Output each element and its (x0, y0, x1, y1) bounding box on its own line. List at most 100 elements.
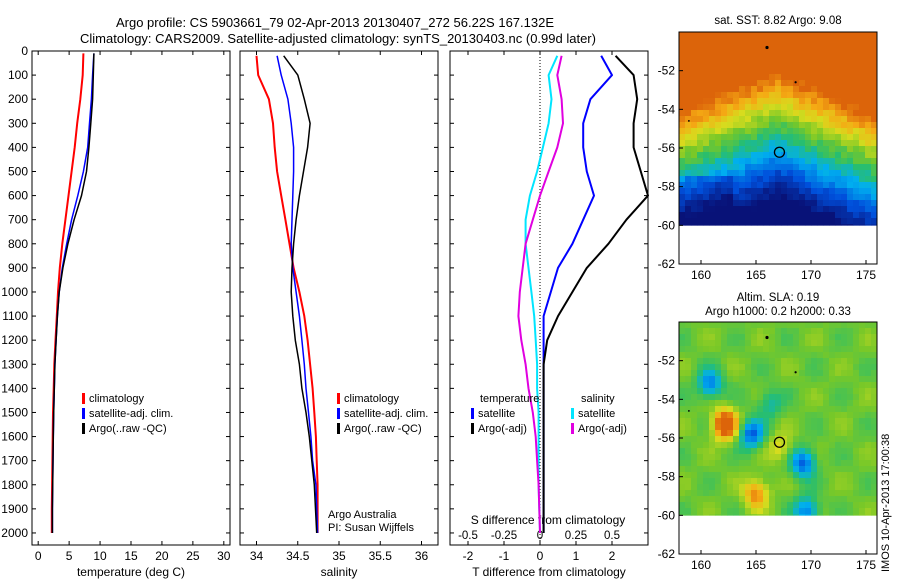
plot-frame (239, 50, 439, 546)
y-tick-label: 700 (8, 213, 28, 227)
legend-swatch (82, 393, 85, 404)
x2-tick-label: -0.25 (491, 530, 517, 542)
island-marker (794, 81, 797, 84)
x2-tick-label: 0.25 (565, 530, 587, 542)
x-tick-label: 35.5 (369, 549, 393, 563)
float-position-marker (773, 146, 786, 158)
y-tick-label: 1200 (1, 333, 28, 347)
y-tick-label: -58 (658, 470, 676, 484)
map-title-line-1: sat. SST: 8.82 Argo: 9.08 (714, 15, 841, 27)
x-tick-label: 1 (573, 549, 580, 563)
x-tick-label: 0 (537, 549, 544, 563)
map-field (679, 32, 878, 226)
y-tick-label: -62 (658, 547, 676, 561)
legend-label: Argo(-adj) (578, 423, 627, 435)
series-line-climatology (255, 55, 319, 533)
legend-label: satellite (478, 408, 515, 420)
float-position-marker (773, 436, 786, 448)
sst-map-panel: 160 165 170 175 -52 -54 -56 -58 -60 -62 sat. SST: … (658, 15, 878, 282)
legend-swatch (571, 423, 574, 434)
island-marker (688, 120, 690, 122)
legend-label: Argo(-adj) (478, 423, 527, 435)
y-tick-label: -54 (658, 392, 676, 406)
y-tick-label: 1400 (1, 381, 28, 395)
x-tick-label: 20 (155, 549, 169, 563)
difference-profile-panel: -2 -1 0 1 2 T difference from climatology -0.5… (449, 50, 649, 579)
legend-label: satellite (578, 408, 615, 420)
legend-swatch (471, 408, 474, 419)
island-marker (794, 371, 797, 374)
legend-swatch (337, 393, 340, 404)
plot-frame (449, 50, 649, 546)
y-tick-label: 0 (21, 44, 28, 58)
x-tick-label: 165 (746, 558, 766, 572)
legend-title-salinity: salinity (581, 393, 615, 405)
series-line-salinity-argo-adj- (517, 55, 564, 534)
imos-side-label: IMOS 10-Apr-2013 17:00:38 (880, 434, 892, 572)
series-line-temperature-argo-adj- (542, 55, 649, 533)
credit-line1: Argo Australia (328, 509, 397, 521)
y-tick-label: 2000 (1, 526, 28, 540)
figure-title-line2: Climatology: CARS2009. Satellite-adjuste… (80, 31, 596, 46)
y-tick-label: -62 (658, 257, 676, 271)
island-marker (688, 410, 690, 412)
map-field (679, 322, 878, 516)
x-tick-label: 0 (35, 549, 42, 563)
x-tick-label: 165 (746, 268, 766, 282)
y-tick-label: -52 (658, 354, 676, 368)
y-tick-label: 1500 (1, 405, 28, 419)
x-axis-label: temperature (deg C) (77, 565, 185, 579)
x-tick-label: 175 (856, 268, 876, 282)
y-tick-label: 100 (8, 68, 28, 82)
legend-swatch (82, 423, 85, 434)
y-tick-label: 300 (8, 116, 28, 130)
legend-swatch (337, 408, 340, 419)
y-tick-label: -56 (658, 431, 676, 445)
legend-label: Argo(..raw -QC) (89, 423, 167, 435)
legend-title-temperature: temperature (480, 393, 539, 405)
x-tick-label: 10 (93, 549, 107, 563)
island-marker (765, 45, 769, 50)
y-tick-label: 1600 (1, 430, 28, 444)
x-tick-label: 30 (217, 549, 231, 563)
y-tick-label: 200 (8, 92, 28, 106)
legend-label: climatology (89, 393, 145, 405)
series-line-argo-raw-qc- (283, 55, 318, 534)
legend-label: Argo(..raw -QC) (344, 423, 422, 435)
x2-tick-label: 0.5 (604, 530, 620, 542)
y-tick-label: -56 (658, 141, 676, 155)
y-tick-label: 1300 (1, 357, 28, 371)
y-tick-label: 1000 (1, 285, 28, 299)
figure-title-line1: Argo profile: CS 5903661_79 02-Apr-2013 … (116, 15, 554, 30)
x-tick-label: -2 (463, 549, 474, 563)
series-line-argo-raw-qc- (51, 53, 95, 533)
y-tick-label: -60 (658, 508, 676, 522)
x-axis-label: T difference from climatology (472, 565, 626, 579)
y-tick-label: 600 (8, 189, 28, 203)
temperature-profile-panel: 0 5 10 15 20 25 300100200300400500600700800900… (1, 44, 231, 579)
y-tick-label: 1100 (2, 309, 28, 323)
credit-line2: PI: Susan Wijffels (328, 522, 414, 534)
y-tick-label: 800 (8, 237, 28, 251)
y-tick-label: 900 (8, 261, 28, 275)
x-tick-label: 15 (124, 549, 138, 563)
legend-swatch (337, 423, 340, 434)
x-tick-label: -1 (499, 549, 510, 563)
map-title-line-1: Altim. SLA: 0.19 (737, 292, 819, 304)
y-tick-label: -58 (658, 180, 676, 194)
y-tick-label: 1900 (1, 502, 28, 516)
x-tick-label: 2 (609, 549, 616, 563)
series-line-climatology (50, 53, 85, 533)
y-tick-label: -52 (658, 64, 676, 78)
legend-label: satellite-adj. clim. (344, 408, 428, 420)
x-tick-label: 36 (415, 549, 429, 563)
series-line-satellite-adj-clim- (276, 55, 319, 534)
x-tick-label: 25 (186, 549, 200, 563)
x-tick-label: 170 (801, 268, 821, 282)
legend-label: climatology (344, 393, 400, 405)
y-tick-label: 1700 (1, 454, 28, 468)
legend-label: satellite-adj. clim. (89, 408, 173, 420)
x-tick-label: 160 (691, 268, 711, 282)
x2-tick-label: 0 (537, 530, 543, 542)
